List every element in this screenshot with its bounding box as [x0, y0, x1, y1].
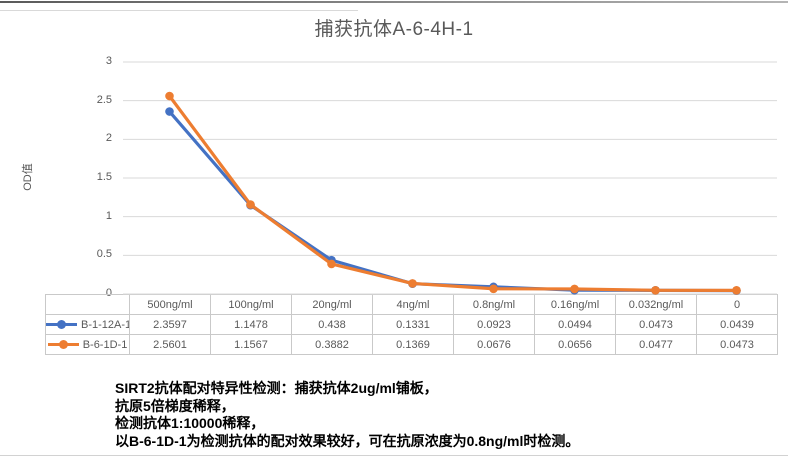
column-header: 500ng/ml [129, 294, 211, 315]
chart-data-table: 500ng/ml 100ng/ml 20ng/ml 4ng/ml 0.8ng/m… [45, 294, 778, 355]
y-tick-label: 1.5 [96, 171, 112, 183]
legend-key [47, 339, 79, 349]
column-header: 4ng/ml [372, 294, 454, 315]
cell-gridline [0, 10, 358, 11]
data-point-B-1-12A-1-100ng/ml[interactable] [246, 200, 255, 210]
column-header: 0.8ng/ml [453, 294, 535, 315]
table-value-cell: 0.0676 [453, 334, 535, 355]
window-top-border [0, 1, 788, 3]
data-point-B-1-12A-1-0.8ng/ml[interactable] [489, 282, 498, 292]
table-value-cell: 0.1369 [372, 334, 454, 355]
table-value-cell: 0.0439 [696, 314, 778, 335]
series-line-B-1-12A-1[interactable] [168, 110, 737, 293]
data-point-B-6-1D-1-0.8ng/ml[interactable] [489, 284, 498, 294]
column-header: 0.16ng/ml [534, 294, 616, 315]
y-tick-label: 2 [105, 132, 112, 145]
y-axis-title: OD值 [22, 163, 34, 191]
legend-cell: B-6-1D-1 [45, 334, 130, 355]
y-tick-label: 3 [105, 55, 112, 67]
table-value-cell: 0.1331 [372, 314, 454, 335]
legend-key [46, 319, 77, 329]
annotation-line: 检测抗体1:10000稀释， [115, 415, 265, 431]
column-header: 100ng/ml [210, 294, 292, 315]
table-value-cell: 0.0494 [534, 314, 616, 335]
data-point-B-6-1D-1-20ng/ml[interactable] [327, 259, 336, 269]
table-value-cell: 1.1478 [210, 314, 292, 335]
table-header-row: 500ng/ml 100ng/ml 20ng/ml 4ng/ml 0.8ng/m… [45, 294, 778, 315]
series-line-B-6-1D-1[interactable] [168, 95, 737, 292]
data-point-B-6-1D-1-100ng/ml[interactable] [246, 200, 255, 209]
series-name: B-6-1D-1 [82, 338, 128, 351]
data-point-B-6-1D-1-500ng/ml[interactable] [165, 91, 174, 101]
table-corner-cell [45, 294, 130, 315]
y-tick-label: 0 [105, 287, 112, 299]
table-row: B-1-12A-1 2.3597 1.1478 0.438 0.1331 0.0… [45, 314, 778, 335]
column-header: 0.032ng/ml [615, 294, 697, 315]
y-tick-label: 0.5 [96, 248, 112, 261]
annotation-line: 以B-6-1D-1为检测抗体的配对效果较好，可在抗原浓度为0.8ng/ml时检测… [115, 432, 580, 449]
table-value-cell: 0.0477 [615, 334, 697, 355]
table-value-cell: 1.1567 [210, 334, 292, 355]
table-value-cell: 0.0473 [615, 314, 697, 335]
annotation-line: SIRT2抗体配对特异性检测：捕获抗体2ug/ml铺板， [115, 380, 438, 396]
legend-key-dot [58, 339, 68, 349]
table-value-cell: 0.0923 [453, 314, 535, 335]
table-row: B-6-1D-1 2.5601 1.1567 0.3882 0.1369 0.0… [45, 334, 778, 355]
y-tick-label: 2.5 [96, 93, 112, 106]
data-point-B-1-12A-1-20ng/ml[interactable] [327, 255, 336, 265]
data-point-B-1-12A-1-4ng/ml[interactable] [408, 279, 417, 289]
table-value-cell: 2.3597 [129, 314, 211, 335]
data-point-B-1-12A-1-500ng/ml[interactable] [165, 107, 174, 116]
legend-cell: B-1-12A-1 [45, 314, 130, 335]
y-tick-label: 1 [105, 209, 112, 222]
series-name: B-1-12A-1 [81, 318, 130, 331]
table-value-cell: 0.438 [291, 314, 373, 335]
table-value-cell: 0.3882 [291, 334, 373, 355]
data-point-B-6-1D-1-0.16ng/ml[interactable] [570, 284, 579, 294]
table-value-cell: 0.0473 [696, 334, 778, 355]
annotation-line: 抗原5倍梯度稀释， [115, 397, 235, 414]
column-header: 20ng/ml [291, 294, 373, 315]
table-value-cell: 0.0656 [534, 334, 616, 355]
table-value-cell: 2.5601 [129, 334, 211, 355]
chart-title: 捕获抗体A-6-4H-1 [314, 19, 474, 40]
column-header: 0 [696, 294, 778, 315]
data-point-B-6-1D-1-4ng/ml[interactable] [408, 279, 417, 288]
annotation-text-block[interactable]: SIRT2抗体配对特异性检测：捕获抗体2ug/ml铺板， 抗原5倍梯度稀释， 检… [115, 380, 715, 450]
legend-key-dot [57, 319, 66, 329]
cell-gridline-bottom [0, 455, 788, 456]
